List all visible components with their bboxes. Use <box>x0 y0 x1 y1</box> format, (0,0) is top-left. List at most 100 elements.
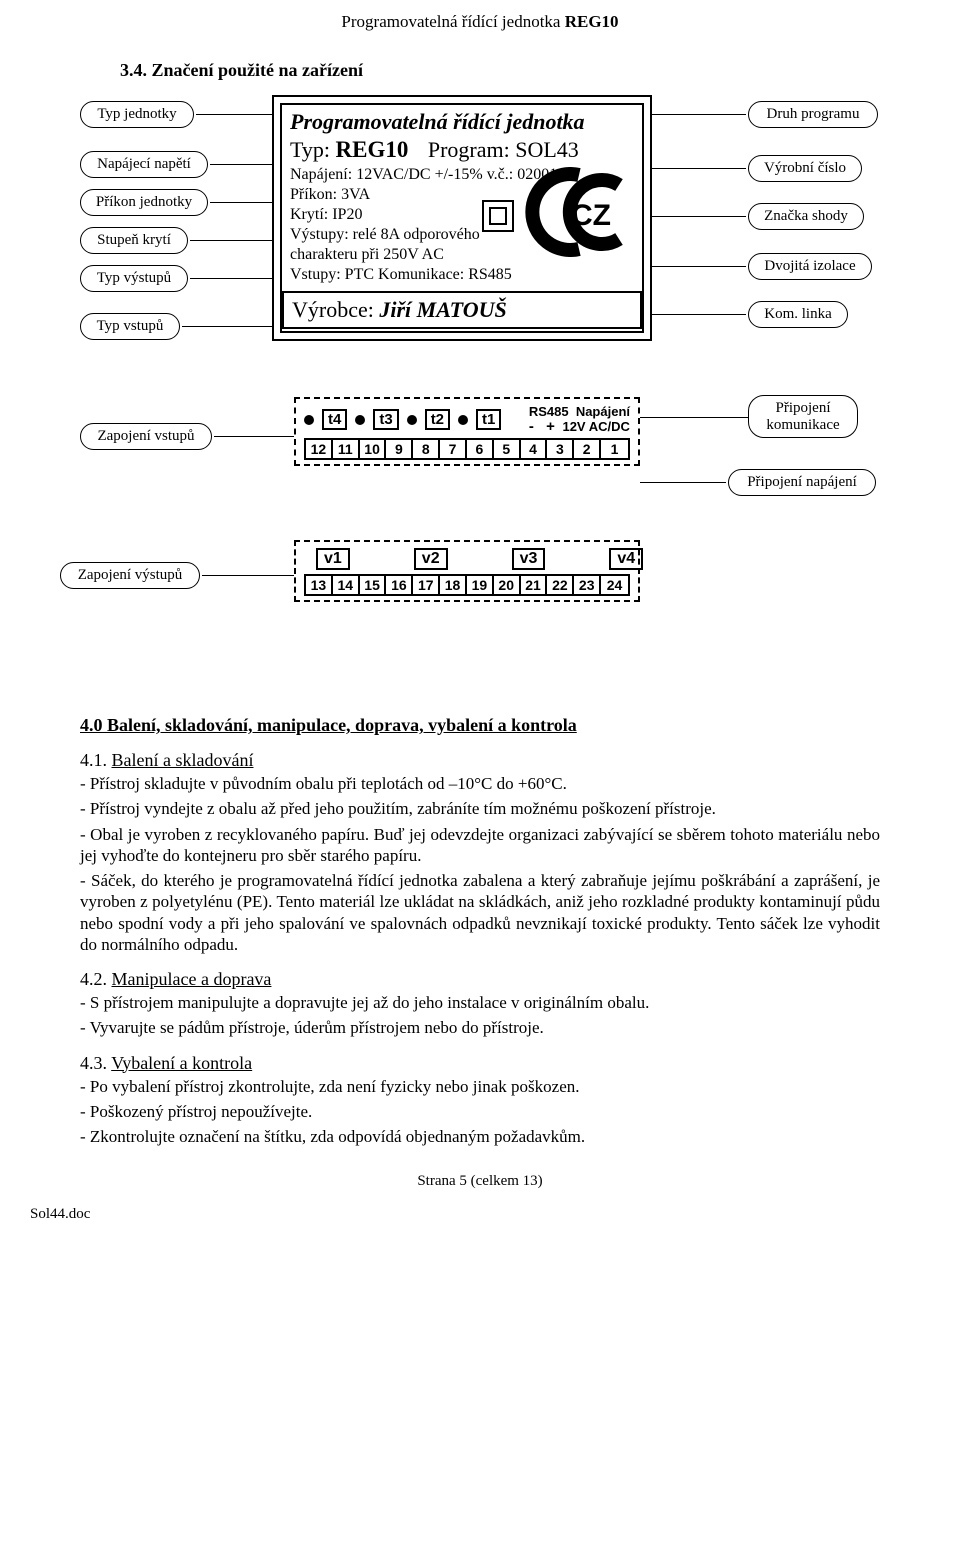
p42-0: - S přístrojem manipulujte a dopravujte … <box>80 992 880 1013</box>
led-icon <box>407 415 417 425</box>
line <box>648 266 746 267</box>
callout-typ-vstupu: Typ vstupů <box>80 313 180 340</box>
line <box>190 240 272 241</box>
diagram-area: Typ jednotky Napájecí napětí Příkon jedn… <box>80 95 880 705</box>
sub-41-num: 4.1. <box>80 750 107 770</box>
sub-43-txt: Vybalení a kontrola <box>111 1053 252 1073</box>
term-num: 13 <box>306 576 333 594</box>
section-40-title: 4.0 Balení, skladování, manipulace, dopr… <box>80 715 880 736</box>
led-icon <box>355 415 365 425</box>
v1-label: v1 <box>316 548 350 570</box>
term-num: 22 <box>547 576 574 594</box>
led-icon <box>458 415 468 425</box>
line <box>182 326 272 327</box>
prog-value: SOL43 <box>515 137 579 162</box>
line <box>202 575 294 576</box>
p41-1: - Přístroj vyndejte z obalu až před jeho… <box>80 798 880 819</box>
line <box>210 164 272 165</box>
t4-label: t4 <box>322 409 347 430</box>
term-num: 20 <box>494 576 521 594</box>
term-num: 9 <box>386 440 413 458</box>
input-num-row: 12 11 10 9 8 7 6 5 4 3 2 1 <box>304 438 630 460</box>
v2-label: v2 <box>414 548 448 570</box>
v4-label: v4 <box>609 548 643 570</box>
term-num: 18 <box>440 576 467 594</box>
line <box>648 216 746 217</box>
manuf-prefix: Výrobce: <box>292 297 374 322</box>
line <box>648 314 746 315</box>
term-num: 6 <box>467 440 494 458</box>
p41-2: - Obal je vyroben z recyklovaného papíru… <box>80 824 880 867</box>
term-num: 12 <box>306 440 333 458</box>
callout-vyrobni-cislo: Výrobní číslo <box>748 155 862 182</box>
line <box>648 114 746 115</box>
line <box>214 436 294 437</box>
term-num: 7 <box>440 440 467 458</box>
p43-0: - Po vybalení přístroj zkontrolujte, zda… <box>80 1076 880 1097</box>
callout-zapojeni-vstupu: Zapojení vstupů <box>80 423 212 450</box>
callout-druh-programu: Druh programu <box>748 101 878 128</box>
device-label-panel: Programovatelná řídící jednotka Typ: REG… <box>272 95 652 341</box>
callout-pripojeni-napajeni: Připojení napájení <box>728 469 876 496</box>
led-icon <box>304 415 314 425</box>
term-num: 5 <box>494 440 521 458</box>
term-num: 3 <box>547 440 574 458</box>
t1-label: t1 <box>476 409 501 430</box>
callout-typ-vystupu: Typ výstupů <box>80 265 188 292</box>
spec-row-5: Vstupy: PTC Komunikace: RS485 <box>290 265 634 285</box>
callout-kom-linka: Kom. linka <box>748 301 848 328</box>
callout-pripojeni-komunikace: Připojení komunikace <box>748 395 858 438</box>
callout-dvojita-izolace: Dvojitá izolace <box>748 253 872 280</box>
double-insulation-icon <box>482 200 514 232</box>
rs485-napajeni-label: RS485 Napájení - + 12V AC/DC <box>529 405 630 434</box>
type-value: REG10 <box>336 137 409 162</box>
line <box>190 278 272 279</box>
p43-2: - Zkontrolujte označení na štítku, zda o… <box>80 1126 880 1147</box>
output-terminals-panel: v1 v2 v3 v4 13 14 15 16 17 18 19 20 21 2… <box>294 540 640 602</box>
p41-0: - Přístroj skladujte v původním obalu př… <box>80 773 880 794</box>
input-top-row: t4 t3 t2 t1 RS485 Napájení - + 12V AC/DC <box>304 405 630 434</box>
line <box>640 482 726 483</box>
t2-label: t2 <box>425 409 450 430</box>
prog-prefix: Program: <box>428 137 510 162</box>
term-num: 4 <box>521 440 548 458</box>
callout-typ-jednotky: Typ jednotky <box>80 101 194 128</box>
v3-label: v3 <box>512 548 546 570</box>
footer: Strana 5 (celkem 13) Sol44.doc <box>80 1173 880 1213</box>
term-num: 17 <box>413 576 440 594</box>
t3-label: t3 <box>373 409 398 430</box>
doc-filename: Sol44.doc <box>30 1206 90 1223</box>
header-prefix: Programovatelná řídící jednotka <box>341 12 564 31</box>
svg-text:CZ: CZ <box>571 199 611 232</box>
section-34-title: 3.4. Značení použité na zařízení <box>120 60 880 81</box>
callout-napajeci-napeti: Napájecí napětí <box>80 151 208 178</box>
minus-plus: - + <box>529 418 559 435</box>
p41-3: - Sáček, do kterého je programovatelná ř… <box>80 870 880 955</box>
line <box>640 417 748 418</box>
voltage-text: 12V AC/DC <box>562 419 629 434</box>
term-num: 10 <box>360 440 387 458</box>
term-num: 24 <box>601 576 628 594</box>
term-num: 16 <box>386 576 413 594</box>
sub-41-txt: Balení a skladování <box>112 750 254 770</box>
header-bold: REG10 <box>565 12 619 31</box>
sub-43: 4.3. Vybalení a kontrola <box>80 1053 880 1074</box>
output-top-row: v1 v2 v3 v4 <box>316 548 630 570</box>
type-prefix: Typ: <box>290 137 330 162</box>
term-num: 8 <box>413 440 440 458</box>
sub-42-num: 4.2. <box>80 969 107 989</box>
sub-43-num: 4.3. <box>80 1053 107 1073</box>
output-num-row: 13 14 15 16 17 18 19 20 21 22 23 24 <box>304 574 630 596</box>
term-num: 21 <box>521 576 548 594</box>
term-num: 1 <box>601 440 628 458</box>
sub-41: 4.1. Balení a skladování <box>80 750 880 771</box>
callout-zapojeni-vystupu: Zapojení výstupů <box>60 562 200 589</box>
page: Programovatelná řídící jednotka REG10 3.… <box>0 0 960 1243</box>
term-num: 15 <box>360 576 387 594</box>
callout-prikon-jednotky: Příkon jednotky <box>80 189 208 216</box>
sub-42-txt: Manipulace a doprava <box>112 969 272 989</box>
callout-znacka-shody: Značka shody <box>748 203 864 230</box>
napajeni-text: Napájení <box>576 404 630 419</box>
label-title: Programovatelná řídící jednotka <box>290 109 634 135</box>
manuf-name: Jiří MATOUŠ <box>379 297 506 322</box>
